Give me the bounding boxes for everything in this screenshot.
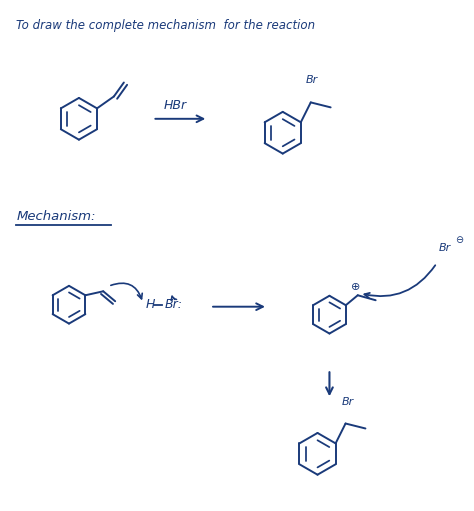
Text: Br: Br (439, 243, 451, 253)
FancyArrowPatch shape (111, 283, 142, 299)
Text: Br: Br (342, 397, 354, 407)
Text: Mechanism:: Mechanism: (16, 210, 96, 223)
Text: ⊖: ⊖ (455, 235, 463, 245)
Text: H: H (146, 298, 155, 311)
Text: Br: Br (306, 75, 318, 84)
Text: To draw the complete mechanism  for the reaction: To draw the complete mechanism for the r… (16, 19, 315, 32)
Text: ⊕: ⊕ (351, 282, 360, 292)
Text: B̈r:: B̈r: (164, 298, 182, 311)
FancyArrowPatch shape (171, 296, 177, 300)
Text: HBr: HBr (164, 99, 187, 112)
FancyArrowPatch shape (365, 265, 435, 298)
